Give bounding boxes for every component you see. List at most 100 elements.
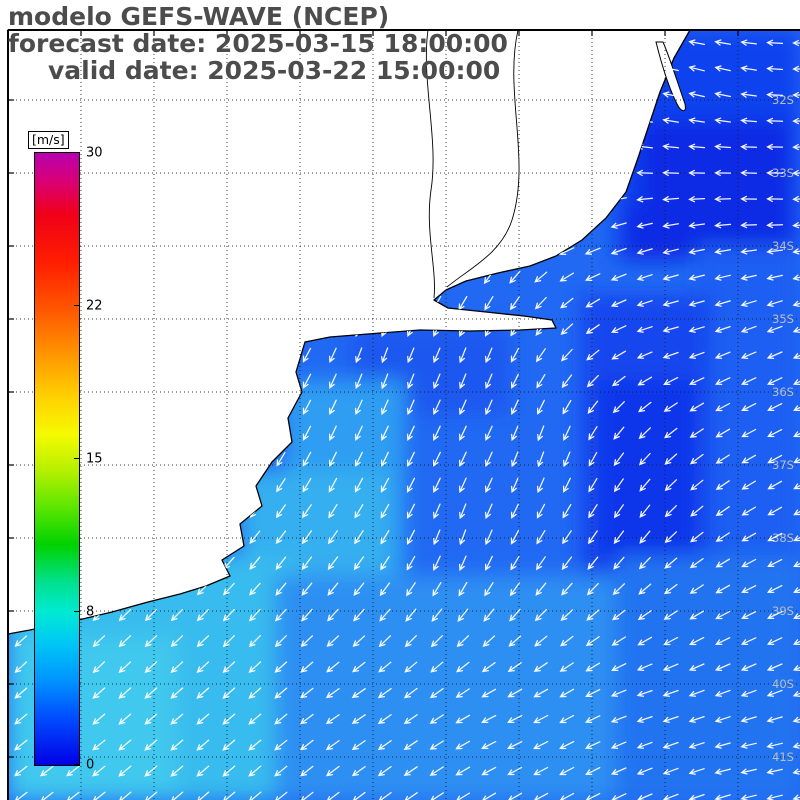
wind-arrow <box>740 91 758 98</box>
wind-arrow <box>458 399 467 416</box>
wind-arrow <box>276 451 286 467</box>
wind-arrow <box>484 555 493 571</box>
wind-arrow <box>636 767 653 775</box>
wind-arrow <box>509 582 521 597</box>
wind-arrow <box>144 791 158 800</box>
wind-arrow <box>766 195 784 203</box>
wind-arrow <box>118 609 132 622</box>
wind-arrow <box>664 531 678 544</box>
wind-arrow <box>714 91 732 98</box>
wind-arrow <box>740 300 757 307</box>
wind-arrow <box>354 399 363 416</box>
wind-arrow <box>536 503 546 519</box>
wind-arrow <box>792 39 800 47</box>
wind-arrow <box>584 247 601 255</box>
wind-arrow <box>381 347 389 364</box>
wind-arrow <box>662 767 679 775</box>
wind-arrow <box>432 555 441 572</box>
wind-arrow <box>351 791 366 800</box>
wind-arrow <box>688 169 706 177</box>
wind-arrow <box>584 273 601 282</box>
wind-arrow <box>636 715 653 723</box>
wind-arrow <box>766 585 783 594</box>
wind-arrow <box>222 687 236 699</box>
wind-arrow <box>792 351 800 360</box>
wind-arrow <box>714 768 731 775</box>
wind-arrow <box>585 662 601 672</box>
wind-arrow <box>433 529 441 546</box>
wind-arrow <box>664 453 678 465</box>
wind-arrow <box>222 791 236 800</box>
wind-arrow <box>432 477 441 494</box>
wind-arrow <box>378 661 392 673</box>
wind-arrow <box>662 300 679 307</box>
wind-arrow <box>714 248 732 255</box>
wind-arrow <box>560 297 574 309</box>
frame-ticks <box>8 30 739 758</box>
wind-arrow <box>196 609 209 622</box>
wind-arrow <box>637 636 653 646</box>
wind-arrow <box>766 663 783 672</box>
wind-arrow <box>537 425 545 442</box>
wind-arrow <box>714 169 732 177</box>
wind-arrow <box>432 425 441 442</box>
wind-arrow <box>610 741 627 750</box>
wind-arrow <box>300 791 314 800</box>
wind-arrow <box>688 195 706 203</box>
wind-arrow <box>612 583 626 596</box>
wind-arrow <box>170 609 183 622</box>
wind-arrow <box>588 425 598 441</box>
wind-arrow <box>459 529 467 546</box>
wind-arrow <box>663 583 678 595</box>
wind-arrow <box>636 274 653 281</box>
wind-arrow <box>507 688 523 698</box>
wind-arrow <box>662 91 680 98</box>
wind-arrow <box>689 557 704 569</box>
model-title: modelo GEFS-WAVE (NCEP) <box>8 2 390 31</box>
wind-arrow <box>222 739 236 751</box>
wind-arrow <box>613 530 625 545</box>
wind-arrow <box>327 556 339 571</box>
wind-arrow <box>430 661 444 673</box>
wind-arrow <box>300 765 314 777</box>
wind-arrow <box>611 663 627 672</box>
wind-arrow <box>636 351 653 359</box>
wind-arrow <box>248 765 262 777</box>
wind-arrow <box>559 740 575 750</box>
wind-arrow <box>639 504 651 518</box>
wind-arrow <box>638 556 651 570</box>
wind-arrow <box>610 273 627 281</box>
wind-arrow <box>355 347 363 364</box>
wind-arrow <box>612 401 625 414</box>
wind-arrow <box>354 451 363 467</box>
wind-arrow <box>664 479 678 492</box>
wind-arrow <box>353 582 365 596</box>
wind-arrow <box>792 248 800 255</box>
wind-arrow <box>511 451 519 468</box>
wind-arrow <box>638 583 652 595</box>
wind-arrow <box>793 428 800 438</box>
wind-arrow <box>170 765 184 777</box>
wind-arrow <box>432 503 441 520</box>
wind-arrow <box>353 556 365 571</box>
wind-arrow <box>610 793 627 800</box>
wind-arrow <box>588 451 598 467</box>
wind-arrow <box>118 765 132 777</box>
wind-arrow <box>792 169 800 177</box>
wind-arrow <box>509 608 521 622</box>
wind-arrow <box>325 687 340 699</box>
wind-arrow <box>636 300 653 307</box>
wind-arrow <box>248 791 262 800</box>
wind-arrow <box>459 347 467 364</box>
wind-arrow <box>714 325 731 333</box>
lat-label: 32S <box>772 93 794 107</box>
wind-arrow <box>562 503 572 519</box>
wind-arrow <box>118 661 132 674</box>
wind-arrow <box>559 714 575 724</box>
wind-arrow <box>740 65 758 72</box>
land-mass <box>7 29 691 635</box>
wind-arrow <box>301 556 313 571</box>
wind-arrow <box>662 169 680 177</box>
